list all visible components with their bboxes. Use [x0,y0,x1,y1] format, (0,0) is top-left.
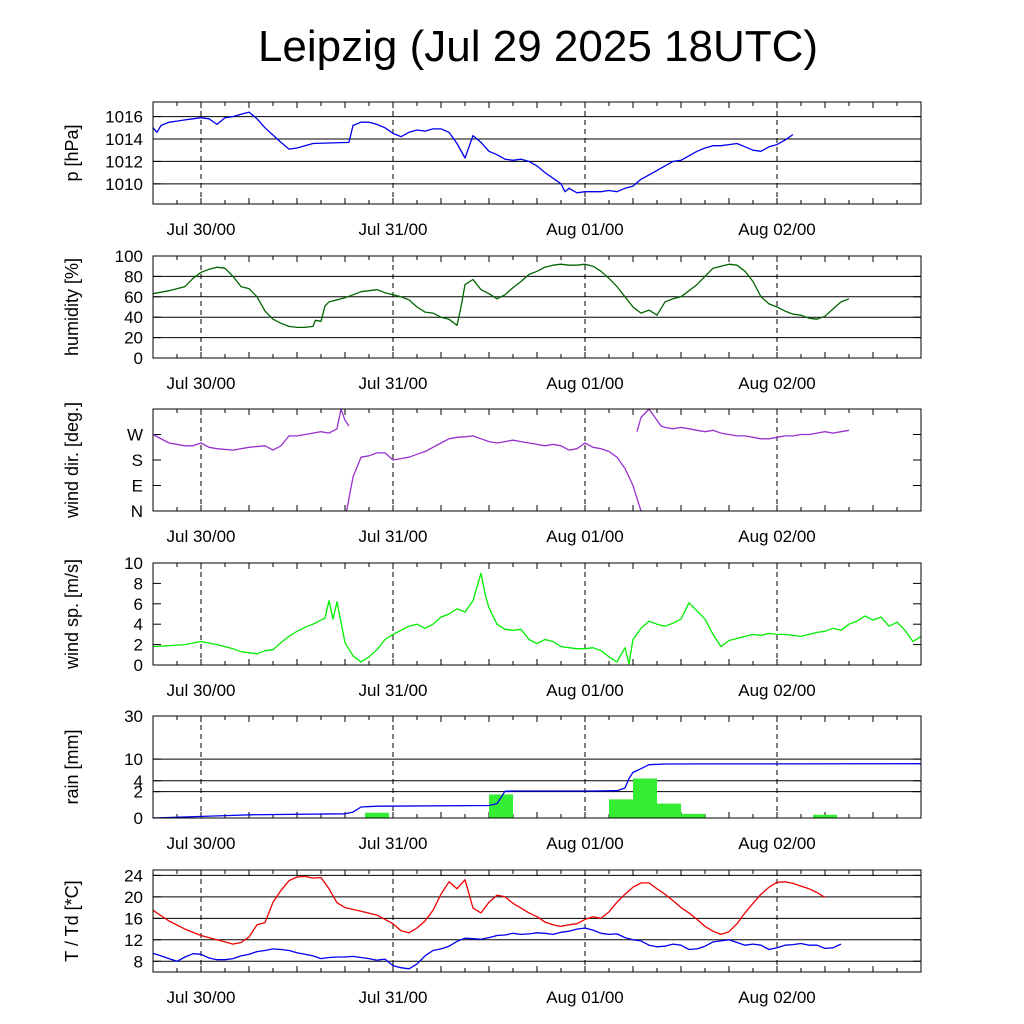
x-tick-label: Jul 31/00 [359,834,428,853]
y-tick-label: W [127,426,143,445]
rain-bar [681,813,705,818]
rain-bar [633,778,657,818]
x-tick-label: Jul 31/00 [359,527,428,546]
plot-frame [152,255,922,359]
y-tick-label: 0 [134,656,143,675]
y-tick-label: 1010 [105,175,143,194]
rain-bar [365,812,389,818]
rain-bar [657,803,681,818]
x-tick-label: Jul 30/00 [167,527,236,546]
y-tick-label: 2 [134,783,143,802]
x-tick-label: Aug 02/00 [738,834,816,853]
series-line [152,763,922,819]
y-tick-label: 60 [124,288,143,307]
y-tick-label: 16 [124,909,143,928]
y-axis-title: p [hPa] [62,124,82,181]
x-tick-label: Aug 01/00 [546,527,624,546]
series-line [152,875,826,945]
y-axis-title: wind sp. [m/s] [62,559,82,670]
y-axis-title: T / Td [*C] [62,880,82,961]
x-tick-label: Aug 02/00 [738,988,816,1007]
y-tick-label: S [132,451,143,470]
y-axis-title: rain [mm] [62,729,82,804]
y-tick-label: 24 [124,866,143,885]
y-tick-label: 4 [134,615,143,634]
plot-frame [152,408,922,512]
y-tick-label: 8 [134,952,143,971]
series-line [636,408,850,440]
x-tick-label: Jul 30/00 [167,374,236,393]
y-tick-label: 10 [124,750,143,769]
y-tick-label: 8 [134,574,143,593]
x-tick-label: Jul 30/00 [167,988,236,1007]
chart-title: Leipzig (Jul 29 2025 18UTC) [257,22,819,71]
y-tick-label: 1012 [105,152,143,171]
y-tick-label: N [131,502,143,521]
y-tick-label: 1016 [105,108,143,127]
y-tick-label: 2 [134,636,143,655]
plot-frame [152,101,922,205]
y-axis-title: humidity [%] [62,258,82,356]
y-tick-label: 100 [115,247,143,266]
y-axis-title: wind dir. [deg.] [62,402,82,519]
y-tick-label: 1014 [105,130,143,149]
x-tick-label: Jul 31/00 [359,220,428,239]
x-tick-label: Jul 30/00 [167,681,236,700]
rain-bar [609,799,633,818]
x-tick-label: Aug 01/00 [546,834,624,853]
series-line [345,435,642,512]
x-tick-label: Jul 30/00 [167,834,236,853]
y-tick-label: 6 [134,595,143,614]
y-tick-label: 80 [124,267,143,286]
x-tick-label: Jul 31/00 [359,988,428,1007]
x-tick-label: Aug 02/00 [738,681,816,700]
y-tick-label: E [132,477,143,496]
y-tick-label: 4 [134,772,143,791]
y-tick-label: 20 [124,888,143,907]
rain-bar [813,814,837,818]
x-tick-label: Aug 01/00 [546,220,624,239]
y-tick-label: 40 [124,308,143,327]
x-tick-label: Aug 02/00 [738,374,816,393]
y-tick-label: 0 [134,809,143,828]
y-tick-label: 10 [124,554,143,573]
rain-bar [489,794,513,818]
plot-frame [152,715,922,819]
series-line [152,111,794,194]
y-tick-label: 20 [124,329,143,348]
x-tick-label: Aug 01/00 [546,681,624,700]
x-tick-label: Aug 02/00 [738,220,816,239]
y-tick-label: 12 [124,931,143,950]
x-tick-label: Aug 01/00 [546,374,624,393]
series-line [152,572,922,665]
x-tick-label: Jul 31/00 [359,681,428,700]
series-line [152,263,850,329]
series-line [152,408,350,451]
x-tick-label: Jul 30/00 [167,220,236,239]
x-tick-label: Aug 02/00 [738,527,816,546]
x-tick-label: Aug 01/00 [546,988,624,1007]
plot-frame [152,869,922,973]
series-line [152,927,842,970]
y-tick-label: 30 [124,707,143,726]
y-tick-label: 0 [134,349,143,368]
x-tick-label: Jul 31/00 [359,374,428,393]
plot-frame [152,562,922,666]
